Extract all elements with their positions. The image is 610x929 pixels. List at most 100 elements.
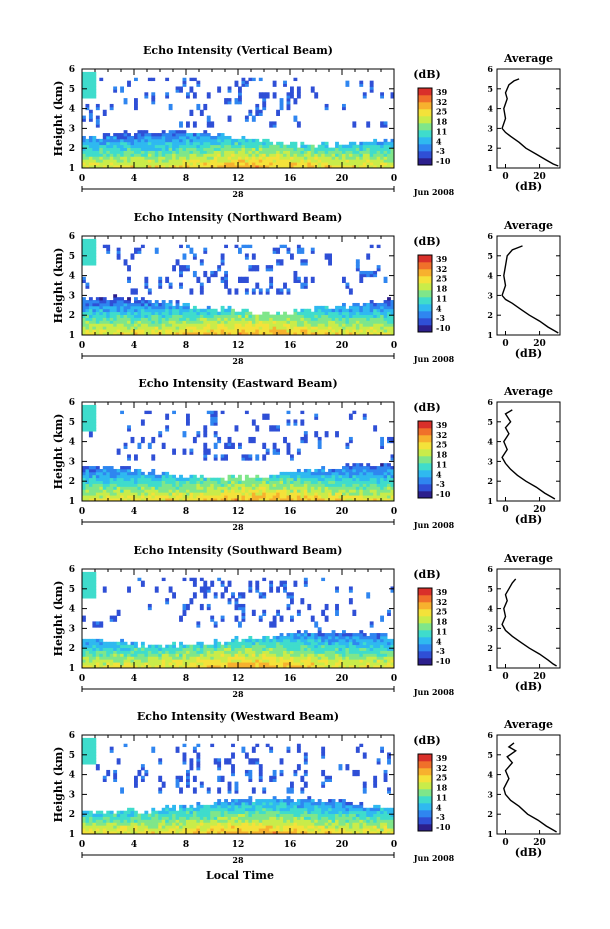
heatmap-cell: [147, 495, 152, 499]
heatmap-cell: [348, 641, 353, 646]
heatmap-cell: [310, 311, 315, 316]
heatmap-cell: [369, 665, 374, 669]
heatmap-cell: [151, 92, 156, 96]
heatmap-cell: [88, 250, 93, 254]
heatmap-cell: [140, 641, 145, 646]
heatmap-cell: [186, 662, 190, 666]
heatmap-cell: [175, 300, 180, 304]
heatmap-cell: [217, 153, 222, 157]
heatmap-cell: [227, 483, 232, 487]
heatmap-cell: [106, 647, 111, 651]
heatmap-cell: [366, 466, 371, 470]
heatmap-cell: [387, 329, 391, 333]
heatmap-cell: [338, 156, 343, 160]
heatmap-cell: [373, 138, 378, 143]
heatmap-cell: [189, 577, 194, 582]
heatmap-cell: [317, 486, 322, 490]
colorbar-swatch: [418, 283, 432, 291]
heatmap-cell: [387, 320, 391, 324]
heatmap-cell: [179, 314, 183, 318]
heatmap-cell: [213, 329, 218, 333]
heatmap-cell: [127, 320, 131, 324]
heatmap-cell: [296, 314, 301, 318]
heatmap-cell: [248, 153, 253, 157]
heatmap-cell: [95, 498, 100, 502]
heatmap-cell: [165, 486, 170, 490]
heatmap-cell: [376, 302, 381, 307]
heatmap-cell: [186, 495, 190, 499]
heatmap-cell: [286, 250, 291, 254]
heatmap-cell: [196, 498, 201, 502]
heatmap-cell: [179, 644, 183, 649]
heatmap-cell: [182, 159, 187, 163]
heatmap-cell: [251, 609, 256, 614]
heatmap-cell: [238, 147, 242, 151]
heatmap-cell: [300, 326, 305, 330]
heatmap-cell: [265, 416, 270, 420]
heatmap-cell: [206, 276, 211, 281]
heatmap-cell: [276, 489, 280, 493]
heatmap-cell: [203, 311, 208, 316]
heatmap-cell: [175, 314, 180, 318]
heatmap-cell: [227, 115, 232, 119]
heatmap-cell: [85, 583, 90, 587]
heatmap-cell: [109, 300, 114, 304]
heatmap-cell: [331, 147, 336, 151]
day-label: 28: [232, 189, 244, 199]
heatmap-cell: [387, 495, 391, 499]
heatmap-cell: [290, 159, 294, 163]
heatmap-cell: [296, 86, 301, 90]
heatmap-cell: [293, 489, 298, 493]
heatmap-cell: [123, 150, 128, 154]
heatmap-cell: [248, 323, 253, 327]
heatmap-cell: [172, 492, 176, 496]
heatmap-cell: [82, 486, 86, 490]
heatmap-cell: [92, 308, 97, 313]
heatmap-cell: [310, 635, 315, 640]
heatmap-cell: [296, 311, 301, 316]
heatmap-cell: [238, 153, 242, 157]
heatmap-cell: [172, 641, 176, 646]
heatmap-cell: [376, 153, 381, 157]
heatmap-cell: [293, 422, 298, 426]
heatmap-cell: [127, 471, 131, 476]
heatmap-cell: [213, 413, 218, 417]
heatmap-cell: [196, 329, 201, 333]
heatmap-cell: [206, 486, 211, 490]
heatmap-cell: [390, 477, 395, 482]
heatmap-cell: [324, 162, 329, 166]
heatmap-cell: [303, 262, 308, 266]
heatmap-cell: [352, 144, 357, 149]
heatmap-cell: [113, 326, 118, 330]
heatmap-cell: [265, 268, 270, 272]
heatmap-cell: [366, 159, 371, 163]
heatmap-cell: [369, 311, 374, 316]
heatmap-cell: [369, 653, 374, 657]
heatmap-cell: [137, 141, 142, 146]
heatmap-cell: [283, 665, 287, 669]
heatmap-cell: [362, 302, 367, 307]
heatmap-cell: [182, 644, 187, 649]
heatmap-cell: [85, 156, 90, 160]
heatmap-cell: [88, 311, 93, 316]
heatmap-cell: [296, 332, 301, 336]
heatmap-cell: [265, 448, 270, 452]
heatmap-cell: [213, 165, 218, 169]
colorbar-swatch: [418, 262, 432, 270]
heatmap-cell: [161, 308, 166, 313]
heatmap-cell: [248, 454, 253, 458]
heatmap-cell: [244, 454, 249, 458]
heatmap-cell: [303, 332, 308, 336]
heatmap-cell: [286, 144, 291, 149]
heatmap-cell: [99, 621, 104, 625]
heatmap-cell: [366, 656, 371, 660]
heatmap-cell: [189, 480, 194, 484]
heatmap-cell: [151, 644, 156, 649]
heatmap-cell: [92, 95, 97, 99]
heatmap-cell: [328, 314, 332, 318]
heatmap-cell: [158, 317, 163, 321]
heatmap-cell: [134, 98, 138, 102]
heatmap-cell: [106, 138, 111, 143]
heatmap-cell: [130, 647, 135, 651]
heatmap-cell: [210, 150, 215, 154]
